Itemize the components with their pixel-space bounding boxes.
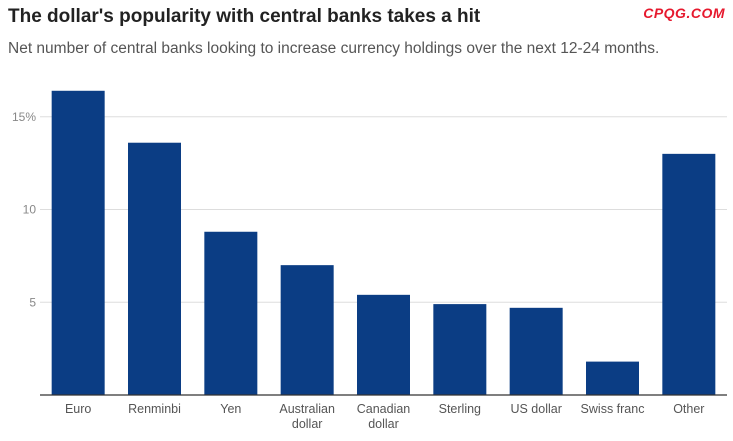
- x-tick-label: Australian dollar: [279, 402, 335, 431]
- bar: [128, 142, 181, 395]
- x-tick-label: Swiss franc: [581, 402, 645, 416]
- y-tick-label: 10: [23, 203, 37, 217]
- x-tick-label: US dollar: [510, 402, 561, 416]
- x-tick-label: Other: [673, 402, 704, 416]
- bar: [204, 231, 258, 395]
- x-tick-label: Renminbi: [128, 402, 181, 416]
- chart-subtitle: Net number of central banks looking to i…: [8, 40, 660, 57]
- bar: [280, 265, 334, 395]
- x-tick-label: Sterling: [439, 402, 481, 416]
- x-tick-label: Canadian dollar: [357, 402, 411, 431]
- watermark-logo: CPQG.COM: [643, 5, 725, 21]
- y-tick-label: 5: [29, 295, 36, 309]
- bar: [433, 304, 487, 395]
- x-tick-label: Yen: [220, 402, 241, 416]
- bar: [662, 153, 716, 395]
- chart-title: The dollar's popularity with central ban…: [8, 6, 481, 27]
- x-tick-label: Euro: [65, 402, 91, 416]
- y-tick-label: 15%: [12, 110, 36, 124]
- bar: [586, 361, 639, 395]
- bar: [51, 90, 105, 395]
- bar: [509, 307, 563, 395]
- bar: [357, 294, 410, 395]
